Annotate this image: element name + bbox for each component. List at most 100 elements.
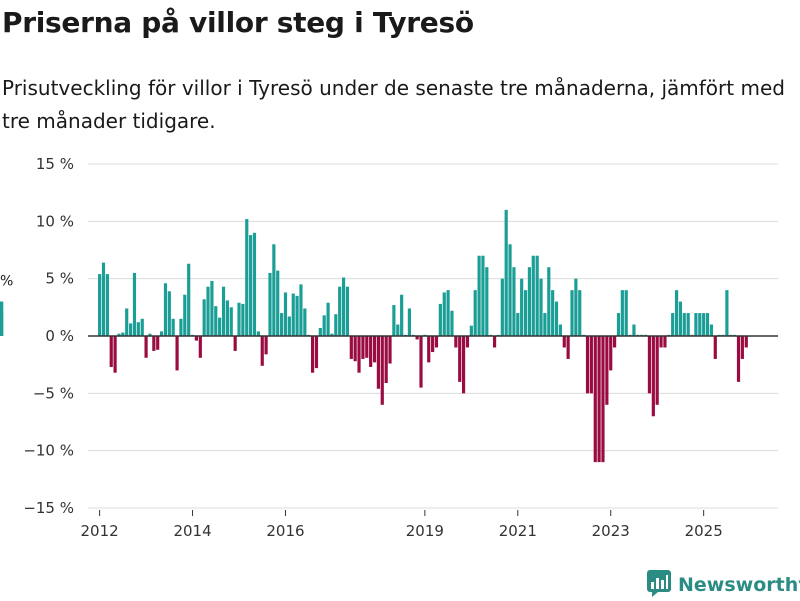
bar [291,293,295,336]
bar [647,336,652,394]
bar [330,333,334,336]
bar [233,336,237,351]
bar [508,244,512,336]
bar [438,303,442,336]
bar [353,336,357,362]
bar [725,290,729,336]
bar [674,290,679,336]
bar [326,302,330,336]
bar [345,286,349,336]
y-axis-tick-labels: 15 % 10 % 5 % 0 % −5 % −10 % −15 % [23,155,74,517]
bar [396,324,400,336]
bar [144,336,148,358]
bar [376,336,380,389]
bar [520,278,524,336]
bar [465,336,470,348]
bar [287,316,291,336]
x-tick-label: 2012 [81,522,119,540]
bar [295,295,299,336]
bar [523,290,528,336]
bar [547,267,551,336]
gridlines [88,163,778,509]
bar [194,336,198,341]
bar [678,301,683,336]
bar [454,336,458,348]
bar [551,290,555,336]
bar [431,336,435,353]
bar [229,307,233,336]
bar [276,270,280,336]
bar [225,300,229,336]
x-tick-label: 2021 [499,522,537,540]
bar [218,317,222,336]
bar [554,301,559,336]
bar [609,336,613,371]
bar [283,292,288,336]
bar [318,327,322,336]
bar [713,336,717,359]
bar [132,272,137,336]
bar [535,255,539,336]
chart-subtitle: Prisutveckling för villor i Tyresö under… [2,76,785,133]
bar [148,333,152,336]
bar [663,336,667,348]
brand-logo: Newsworthy [646,569,800,601]
bar [245,219,249,336]
bar [415,336,419,340]
y-tick-label: 10 % [36,212,74,230]
bar [686,313,690,336]
bar [98,274,102,336]
bar [578,290,582,336]
bar [187,263,191,336]
bar [310,336,315,373]
y-tick-label: 0 % [45,327,74,345]
x-tick-label: 2016 [266,522,304,540]
chart-title: Priserna på villor steg i Tyresö [2,6,474,39]
bar [392,305,396,336]
bar [322,315,326,336]
y-tick-label: −10 % [23,442,74,460]
bar [202,299,206,336]
bar [272,244,276,336]
y-tick-label: −5 % [33,384,74,402]
bar [589,336,593,394]
bar [241,303,245,336]
bar [384,336,388,384]
brand-name: Newsworthy [678,574,800,596]
x-axis: 2012 2014 2016 2019 2021 2023 2025 [81,510,723,540]
bar [458,336,462,382]
bar [469,325,473,336]
bar [357,336,361,373]
bar [221,286,226,336]
bar [280,313,284,336]
bar [574,278,578,336]
bar [105,274,109,336]
bar [558,324,562,336]
bar [388,336,392,364]
bar [163,283,168,336]
annotations: 3 % [0,274,13,290]
bar [616,313,621,336]
bar [736,336,741,382]
bar [125,308,129,336]
bar [485,267,489,336]
bar [539,278,543,336]
y-tick-label: −15 % [23,499,74,517]
bar [481,255,485,336]
bar [314,336,319,369]
last-value-label: 3 % [0,274,13,290]
bar [597,336,601,463]
bar [129,323,133,336]
bar [264,336,268,355]
newsworthy-logo-icon [646,569,672,601]
bar [400,294,404,336]
bar [601,336,605,463]
bar [427,336,431,363]
bar [341,277,346,336]
bar [183,294,187,336]
bar [152,336,156,351]
bar [372,336,377,363]
bar [740,336,744,359]
bar [303,308,307,336]
y-tick-label: 15 % [36,155,74,173]
